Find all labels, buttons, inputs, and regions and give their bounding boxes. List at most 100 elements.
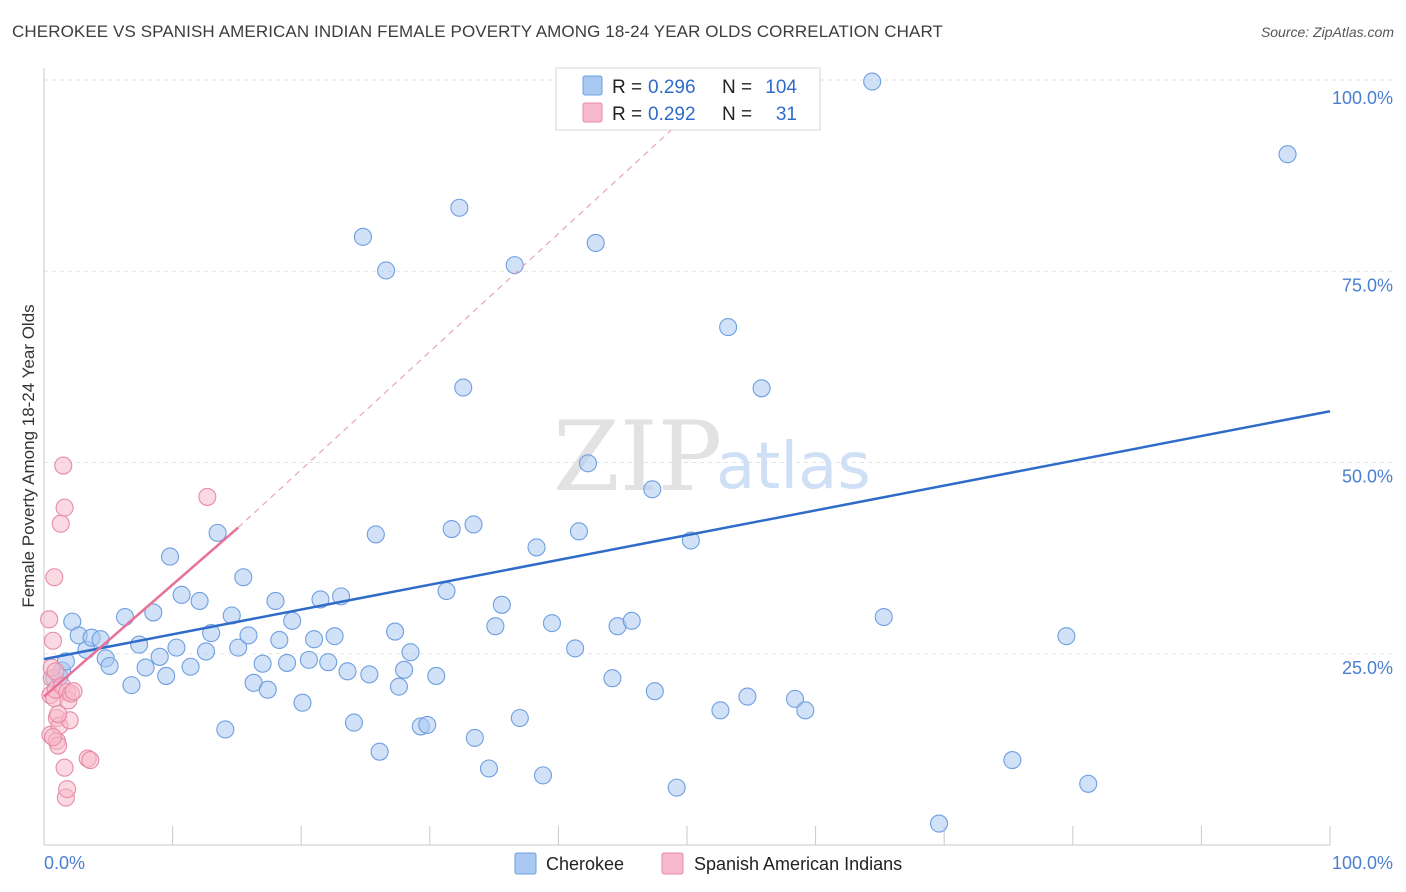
cherokee-point	[370, 742, 389, 761]
watermark-zip: ZIP	[553, 401, 722, 513]
cherokee-point	[401, 643, 420, 662]
axes	[43, 68, 1331, 846]
cherokee-point	[442, 520, 461, 539]
cherokee-point	[386, 622, 405, 641]
cherokee-point	[293, 693, 312, 712]
cherokee-point	[305, 630, 324, 649]
cherokee-point	[353, 227, 372, 246]
x-tick-labels: 0.0% 100.0%	[44, 853, 1393, 873]
cherokee-point	[874, 607, 893, 627]
cherokee-point	[711, 701, 730, 720]
cherokee-point	[319, 653, 338, 672]
cherokee-trend-line	[43, 410, 1331, 661]
spanish-american-indian-point	[55, 498, 74, 517]
cherokee-point	[796, 701, 815, 720]
spanish-american-indian-point	[64, 682, 83, 701]
legend-swatch-cherokee	[582, 75, 603, 96]
cherokee-point	[325, 627, 344, 646]
cherokee-point	[266, 591, 285, 611]
cherokee-point	[311, 590, 330, 609]
cherokee-point	[150, 647, 169, 666]
legend-n-value-spanish: 31	[776, 104, 797, 125]
source-credit: Source: ZipAtlas.com	[1260, 24, 1394, 40]
cherokee-point	[115, 607, 135, 627]
cherokee-point	[395, 660, 414, 679]
legend-r-label-cherokee: R =	[612, 77, 642, 98]
cherokee-point	[542, 614, 562, 633]
cherokee-point	[172, 585, 191, 604]
cherokee-point	[785, 689, 805, 708]
cherokee-point	[208, 523, 227, 542]
spanish-american-indian-point	[43, 631, 63, 650]
cherokee-point	[160, 547, 180, 566]
cherokee-point	[366, 525, 385, 544]
cherokee-point	[377, 261, 396, 280]
trend-lines	[43, 126, 1331, 698]
cherokee-point	[479, 759, 499, 778]
spanish-trend-line	[43, 526, 240, 698]
bottom-legend-swatch-cherokee	[514, 852, 537, 875]
cherokee-point	[465, 728, 484, 747]
cherokee-point	[216, 720, 235, 739]
spanish-american-indian-point	[51, 514, 70, 533]
cherokee-point	[389, 677, 408, 696]
cherokee-point	[492, 595, 511, 614]
cherokee-point	[190, 591, 209, 611]
y-tick-label-100: 100.0%	[1332, 88, 1393, 108]
bottom-legend-label-spanish-american-indians: Spanish American Indians	[694, 854, 902, 874]
cherokee-point	[234, 568, 253, 587]
spanish-american-indian-point	[45, 568, 64, 587]
spanish-american-indian-point	[55, 758, 74, 777]
grid-lines	[44, 79, 1393, 655]
cherokee-point	[91, 630, 110, 649]
cherokee-point	[738, 687, 757, 706]
legend-r-label-spanish: R =	[612, 104, 642, 125]
cherokee-point	[1278, 145, 1297, 164]
cherokee-point	[253, 654, 272, 673]
cherokee-point	[239, 626, 258, 645]
y-tick-labels: 25.0% 50.0% 75.0% 100.0%	[1332, 88, 1393, 678]
cherokee-point	[527, 538, 546, 557]
spanish-american-indian-points	[40, 456, 217, 807]
bottom-legend: Cherokee Spanish American Indians	[514, 852, 902, 875]
x-tick-label-min: 0.0%	[44, 853, 85, 873]
spanish-american-indian-point	[49, 705, 68, 724]
cherokee-point	[283, 611, 302, 630]
cherokee-point	[258, 680, 277, 699]
cherokee-point	[196, 642, 216, 661]
y-axis-label: Female Poverty Among 18-24 Year Olds	[19, 304, 38, 607]
cherokee-point	[338, 662, 357, 681]
legend-r-value-cherokee: 0.296	[648, 77, 696, 98]
cherokee-point	[566, 639, 585, 658]
legend-n-label-cherokee: N =	[722, 77, 752, 98]
cherokee-point	[344, 713, 363, 732]
cherokee-point	[454, 378, 473, 397]
cherokee-point	[486, 617, 505, 636]
cherokee-point	[229, 638, 248, 657]
cherokee-point	[1079, 774, 1098, 793]
cherokee-point	[569, 522, 589, 541]
cherokee-point	[643, 480, 662, 499]
legend-n-label-spanish: N =	[722, 104, 752, 125]
cherokee-point	[122, 676, 141, 695]
cherokee-point	[157, 666, 176, 685]
legend-swatch-spanish-american-indians	[582, 102, 603, 123]
cherokee-point	[719, 318, 738, 337]
spanish-american-indian-point	[58, 780, 77, 799]
cherokee-point	[437, 581, 456, 601]
cherokee-point	[645, 682, 664, 701]
cherokee-point	[667, 778, 686, 797]
cherokee-point	[181, 657, 200, 676]
chart-title: CHEROKEE VS SPANISH AMERICAN INDIAN FEMA…	[12, 22, 944, 41]
top-legend: R = 0.296 N = 104 R = 0.292 N = 31	[555, 67, 821, 131]
cherokee-point	[136, 658, 155, 677]
cherokee-point	[427, 666, 446, 685]
spanish-american-indian-point	[54, 456, 73, 475]
cherokee-point	[578, 454, 598, 473]
spanish-american-indian-point	[43, 728, 63, 747]
spanish-american-indian-point	[81, 751, 100, 770]
cherokee-point	[270, 630, 289, 650]
cherokee-point	[505, 256, 524, 275]
cherokee-point	[863, 72, 882, 91]
